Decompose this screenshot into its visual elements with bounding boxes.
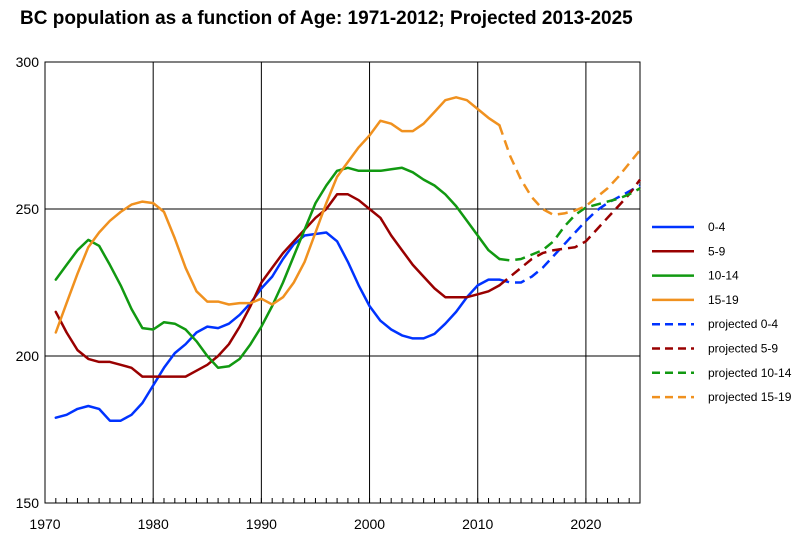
legend-label: projected 0-4	[708, 317, 778, 331]
legend-label: projected 15-19	[708, 390, 792, 404]
legend-label: 0-4	[708, 220, 726, 234]
series-line-10-14	[54, 166, 501, 370]
x-tick-label: 1980	[138, 516, 169, 532]
series-layer	[54, 96, 642, 422]
grid-layer	[44, 61, 641, 504]
x-tick-label: 2000	[354, 516, 385, 532]
x-tick-label: 2020	[570, 516, 601, 532]
chart-title: BC population as a function of Age: 1971…	[20, 8, 633, 29]
series-line-projected-10-14	[499, 187, 641, 262]
y-tick-label: 300	[16, 54, 40, 70]
x-tick-label: 1990	[246, 516, 277, 532]
series-line-5-9	[54, 193, 501, 378]
legend-label: projected 5-9	[708, 342, 778, 356]
legend-label: projected 10-14	[708, 366, 792, 380]
y-tick-label: 250	[16, 201, 40, 217]
axis-layer: 150 200 250 300 1970 1980 1990 2000 2010 2020	[16, 54, 641, 532]
legend-label: 10-14	[708, 269, 739, 283]
legend-label: 15-19	[708, 293, 739, 307]
x-tick-label: 2010	[462, 516, 493, 532]
x-tick-label: 1970	[29, 516, 60, 532]
y-tick-label: 200	[16, 348, 40, 364]
plot-frame	[44, 61, 641, 504]
y-tick-label: 150	[16, 495, 40, 511]
series-line-projected-15-19	[498, 124, 641, 217]
series-line-projected-5-9	[498, 178, 642, 287]
legend-label: 5-9	[708, 244, 726, 258]
legend: 0-4 5-9 10-14 15-19 projected 0-4 projected 5…	[652, 220, 792, 404]
series-line-projected-0-4	[499, 184, 641, 284]
series-line-0-4	[54, 231, 501, 422]
series-line-15-19	[54, 96, 501, 334]
